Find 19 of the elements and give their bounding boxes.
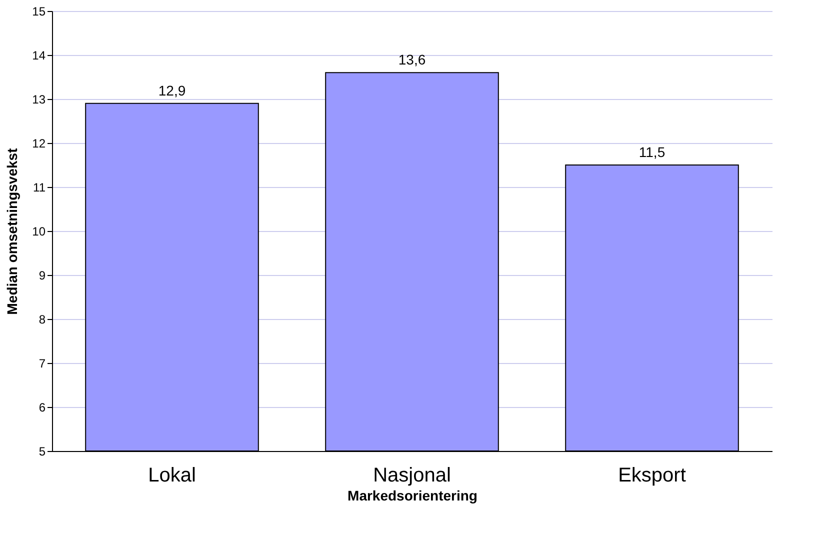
- y-tick-label: 15: [32, 4, 46, 18]
- y-tick-label: 10: [32, 224, 46, 238]
- y-tick-label: 7: [38, 356, 46, 370]
- x-tick-label: Nasjonal: [373, 464, 451, 486]
- y-tick-label: 14: [32, 48, 46, 62]
- y-tick-label: 13: [32, 92, 46, 106]
- x-tick-label: Lokal: [148, 464, 196, 486]
- data-label: 13,6: [398, 52, 426, 68]
- data-label: 11,5: [638, 144, 666, 160]
- data-label: 12,9: [158, 82, 186, 98]
- y-tick-label: 5: [38, 444, 46, 458]
- x-axis-title: Markedsorientering: [348, 488, 478, 504]
- y-tick-label: 9: [38, 268, 46, 282]
- y-tick-label: 11: [33, 180, 46, 194]
- y-axis-title: Median omsetningsvekst: [4, 148, 20, 315]
- y-tick-label: 8: [38, 312, 46, 326]
- x-tick-label: Eksport: [618, 464, 686, 486]
- y-tick-label: 6: [38, 400, 46, 414]
- y-tick-label: 12: [32, 136, 46, 150]
